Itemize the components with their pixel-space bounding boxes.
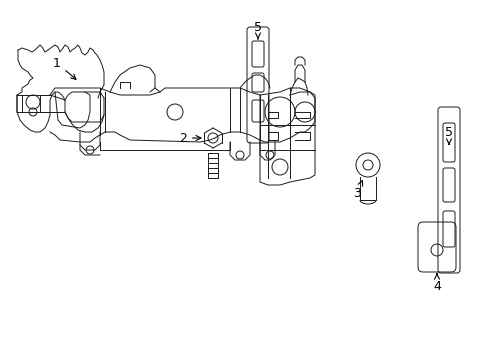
Text: 5: 5 — [444, 126, 452, 144]
Text: 1: 1 — [53, 57, 76, 79]
Text: 2: 2 — [179, 131, 201, 144]
Text: 4: 4 — [432, 274, 440, 292]
Text: 5: 5 — [253, 21, 262, 39]
Text: 3: 3 — [352, 181, 362, 199]
